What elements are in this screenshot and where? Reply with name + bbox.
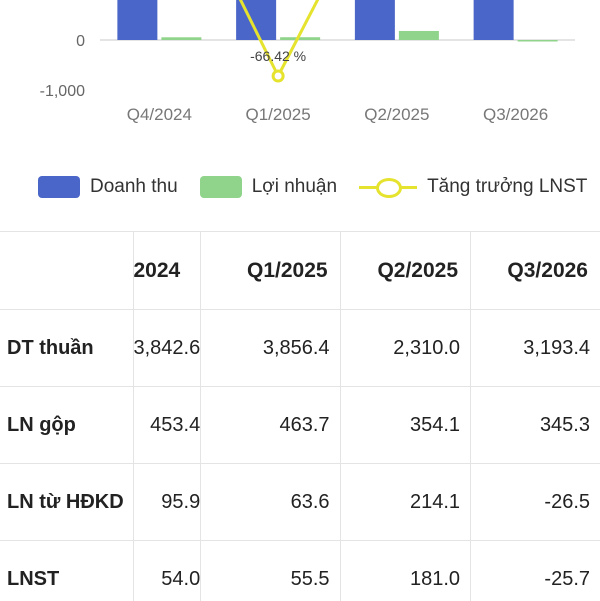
bar-revenue [117,0,157,40]
table-cell: 345.3 [471,387,600,464]
table-cell: 54.0 [133,541,201,601]
revenue-profit-chart: 0 -1,000 Q4/2024 Q1/2025 Q2/2025 Q3/2026 -66.4… [0,0,600,150]
x-tick-label: Q2/2025 [364,105,429,124]
bar-revenue [474,0,514,40]
row-label-ln-tu-hdkd: LN từ HĐKD [0,464,133,541]
legend-item-revenue[interactable]: Doanh thu [38,176,178,198]
table-cell: 3,193.4 [471,310,600,387]
table-cell: 3,842.6 [133,310,201,387]
legend-item-growth[interactable]: Tăng trưởng LNST [359,176,587,198]
legend-label-growth: Tăng trưởng LNST [427,176,587,198]
chart-legend: Doanh thu Lợi nhuận Tăng trưởng LNST [38,170,600,204]
table-cell: 214.1 [340,464,470,541]
table-header-q2-2025: Q2/2025 [340,232,470,310]
table-cell: 354.1 [340,387,470,464]
table-cell: 2,310.0 [340,310,470,387]
table-row: LNST 54.0 55.5 181.0 -25.7 [0,541,600,601]
bar-profit [280,37,320,40]
financial-table: 2024 Q1/2025 Q2/2025 Q3/2026 DT thuần 3,… [0,231,600,601]
growth-point [273,71,283,81]
table-cell: 3,856.4 [201,310,340,387]
table-cell: -25.7 [471,541,600,601]
table-header-row: 2024 Q1/2025 Q2/2025 Q3/2026 [0,232,600,310]
x-tick-label: Q3/2026 [483,105,548,124]
table-cell: 463.7 [201,387,340,464]
table-cell: 63.6 [201,464,340,541]
table-cell: -26.5 [471,464,600,541]
legend-swatch-profit [200,176,242,198]
table-cell: 55.5 [201,541,340,601]
x-tick-label: Q4/2024 [127,105,192,124]
bar-revenue [355,0,395,40]
growth-data-label: -66.42 % [250,48,306,64]
row-label-ln-gop: LN gộp [0,387,133,464]
y-tick-label: -1,000 [40,83,85,100]
bar-profit [518,40,558,42]
table-row: LN gộp 453.4 463.7 354.1 345.3 [0,387,600,464]
legend-label-profit: Lợi nhuận [252,176,337,198]
table-row: DT thuần 3,842.6 3,856.4 2,310.0 3,193.4 [0,310,600,387]
row-label-dt-thuan: DT thuần [0,310,133,387]
table-header-q3-2026: Q3/2026 [471,232,600,310]
table-header-q4-2024: 2024 [133,232,201,310]
table-cell: 453.4 [133,387,201,464]
table-cell: 181.0 [340,541,470,601]
bar-profit [399,31,439,40]
legend-label-revenue: Doanh thu [90,176,178,198]
y-tick-label: 0 [76,33,85,50]
row-label-lnst: LNST [0,541,133,601]
legend-item-profit[interactable]: Lợi nhuận [200,176,337,198]
x-tick-label: Q1/2025 [246,105,311,124]
bar-profit [161,37,201,40]
table-cell: 95.9 [133,464,201,541]
table-row: LN từ HĐKD 95.9 63.6 214.1 -26.5 [0,464,600,541]
legend-swatch-revenue [38,176,80,198]
legend-line-marker-icon [359,176,417,198]
table-header-q1-2025: Q1/2025 [201,232,340,310]
table-corner-cell [0,232,133,310]
